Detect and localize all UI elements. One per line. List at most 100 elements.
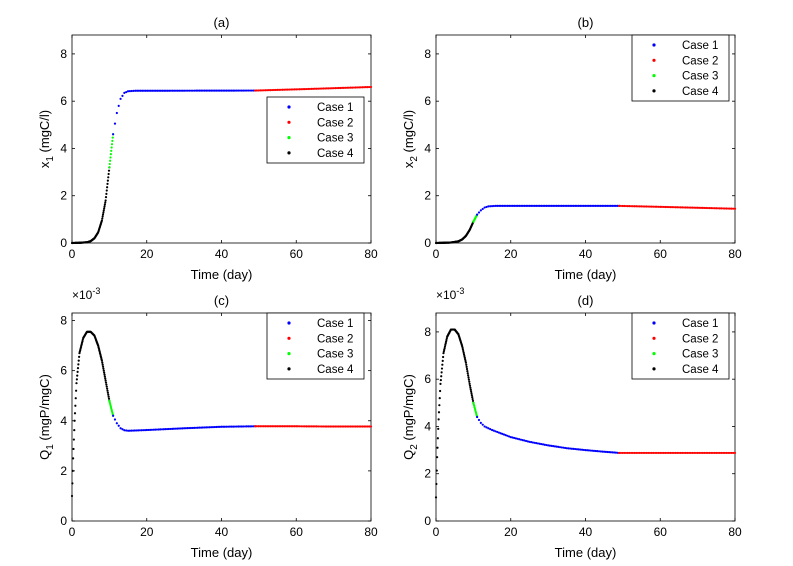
data-point xyxy=(318,425,322,428)
data-point xyxy=(705,206,708,210)
data-point xyxy=(444,343,447,347)
data-point xyxy=(75,382,78,385)
data-point xyxy=(509,204,513,207)
data-point xyxy=(200,89,203,92)
data-point xyxy=(443,348,446,351)
data-point xyxy=(693,206,696,209)
data-point xyxy=(696,206,699,209)
data-point xyxy=(105,192,108,195)
data-point xyxy=(191,426,194,430)
data-point xyxy=(179,89,183,92)
data-point xyxy=(592,449,596,452)
data-point xyxy=(582,448,585,452)
y-tick-label: 6 xyxy=(60,364,67,378)
data-point xyxy=(142,89,146,92)
data-point xyxy=(110,143,114,146)
data-point xyxy=(713,451,716,455)
data-point xyxy=(535,442,538,445)
y-axis-label: x1 (mgC/l) xyxy=(37,110,56,168)
data-point xyxy=(354,425,357,428)
data-point xyxy=(708,206,711,210)
data-point xyxy=(470,392,473,395)
data-point xyxy=(597,204,600,207)
data-point xyxy=(636,451,640,455)
data-point xyxy=(640,205,643,208)
data-point xyxy=(628,451,631,455)
data-point xyxy=(126,429,130,432)
data-point xyxy=(72,457,75,460)
data-point xyxy=(602,204,606,207)
data-point xyxy=(137,89,141,92)
data-point xyxy=(686,451,689,455)
data-point xyxy=(206,426,210,429)
data-point xyxy=(104,196,108,199)
data-point xyxy=(260,425,264,428)
data-point xyxy=(334,425,337,428)
x-axis-label: Time (day) xyxy=(555,267,617,282)
data-point xyxy=(609,204,612,207)
data-point xyxy=(104,201,107,204)
data-point xyxy=(106,389,109,392)
data-point xyxy=(102,209,105,212)
data-point xyxy=(501,432,504,435)
data-point xyxy=(485,426,488,429)
data-point xyxy=(290,88,293,91)
data-point xyxy=(645,205,648,208)
data-point xyxy=(688,451,691,455)
legend-marker xyxy=(652,321,656,325)
data-point xyxy=(640,451,643,455)
data-point xyxy=(105,189,108,192)
data-point xyxy=(594,449,597,453)
data-point xyxy=(139,89,142,92)
data-point xyxy=(332,87,335,90)
series-case-4 xyxy=(70,166,111,245)
data-point xyxy=(647,451,650,455)
data-point xyxy=(361,425,364,428)
series-case-2 xyxy=(254,85,373,92)
data-point xyxy=(553,445,557,448)
data-point xyxy=(110,146,113,149)
data-point xyxy=(662,451,665,455)
data-point xyxy=(200,426,203,429)
data-point xyxy=(471,396,474,399)
data-point xyxy=(470,394,473,397)
data-point xyxy=(626,451,629,455)
data-point xyxy=(514,204,518,207)
data-point xyxy=(154,89,157,92)
data-point xyxy=(438,396,441,400)
x-tick-label: 60 xyxy=(290,525,304,539)
data-point xyxy=(337,425,340,428)
data-point xyxy=(243,89,247,92)
data-point xyxy=(547,444,550,447)
data-point xyxy=(296,425,300,428)
data-point xyxy=(74,404,77,407)
data-point xyxy=(171,427,174,430)
data-point xyxy=(109,153,112,156)
data-point xyxy=(101,217,104,220)
data-point xyxy=(138,429,142,432)
data-point xyxy=(272,88,276,92)
legend-marker xyxy=(652,58,656,62)
data-point xyxy=(464,358,467,361)
chart-title: (b) xyxy=(578,15,594,30)
data-point xyxy=(676,451,679,455)
data-point xyxy=(643,205,646,208)
data-point xyxy=(621,204,624,208)
data-point xyxy=(604,450,607,453)
data-point xyxy=(599,204,602,207)
legend-marker xyxy=(287,321,291,325)
data-point xyxy=(441,359,444,362)
data-point xyxy=(255,89,258,92)
data-point xyxy=(669,205,672,209)
data-point xyxy=(222,425,225,428)
y-tick-label: 2 xyxy=(60,189,67,203)
legend-marker xyxy=(652,367,656,371)
data-point xyxy=(626,204,629,208)
data-point xyxy=(669,451,672,455)
data-point xyxy=(359,425,362,428)
data-point xyxy=(528,204,531,207)
data-point xyxy=(727,451,730,455)
data-point xyxy=(611,451,614,454)
y-axis-label: Q2 (mgP/mgC) xyxy=(401,374,420,460)
data-point xyxy=(103,205,106,208)
